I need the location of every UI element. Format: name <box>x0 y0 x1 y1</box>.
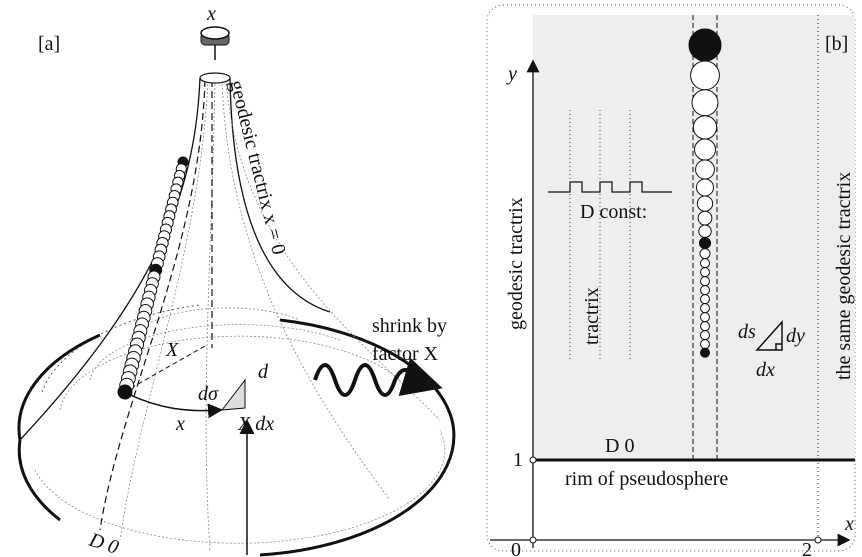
ball <box>695 178 715 197</box>
shrink-text: shrink by <box>372 315 447 337</box>
ball <box>700 267 710 278</box>
ball <box>699 258 711 269</box>
ds-label: dσ <box>198 383 219 405</box>
ball <box>699 248 711 260</box>
tick-label: 1 <box>513 449 523 471</box>
shrink-text: factor X <box>372 343 439 365</box>
tractrix-plane <box>486 4 856 552</box>
panel-label: [b] <box>825 33 848 55</box>
ball <box>700 339 710 350</box>
delta-label: D 0 <box>605 435 634 457</box>
ball <box>700 303 710 314</box>
ball <box>691 89 719 117</box>
ball <box>700 312 710 323</box>
rotation-label: x <box>206 3 216 25</box>
x-label: x <box>175 413 185 435</box>
ball <box>694 138 716 161</box>
delta-label: D 0 <box>86 529 122 557</box>
d-label: d <box>258 361 269 383</box>
side-label: the same geodesic tractrix <box>833 172 855 380</box>
ball <box>692 115 718 140</box>
ball <box>700 321 710 332</box>
pseudosphere <box>17 26 456 557</box>
rim-label: rim of pseudosphere <box>565 468 728 490</box>
ball <box>688 28 722 62</box>
dx-label: dx <box>756 359 775 381</box>
axis-label: x <box>844 513 854 535</box>
panel-label: [a] <box>38 33 60 55</box>
ds-label: ds <box>738 321 756 343</box>
ball <box>697 210 713 226</box>
ball <box>117 384 133 400</box>
tick-label: 2 <box>802 539 812 557</box>
ball-chain <box>117 156 189 400</box>
side-label: geodesic tractrix <box>505 197 527 330</box>
ball <box>700 285 710 296</box>
const-label: D const: <box>580 201 647 223</box>
ball <box>698 236 712 250</box>
axis-label: y <box>506 63 517 85</box>
ball <box>695 159 715 180</box>
dy-label: dy <box>786 325 805 347</box>
tick-label: 0 <box>511 539 521 557</box>
ball <box>698 224 712 238</box>
factor-label: X <box>165 339 179 361</box>
ball <box>690 60 720 91</box>
ball <box>700 330 710 341</box>
geodesic-label: geodesic tractrix x = 0 <box>225 78 290 257</box>
ball <box>696 195 714 212</box>
xdx-label: X dx <box>237 413 274 435</box>
tractrix-label: tractrix <box>581 287 603 345</box>
ball <box>700 347 710 358</box>
ball <box>700 276 710 287</box>
ball-chain <box>688 28 722 358</box>
ball <box>700 294 710 305</box>
